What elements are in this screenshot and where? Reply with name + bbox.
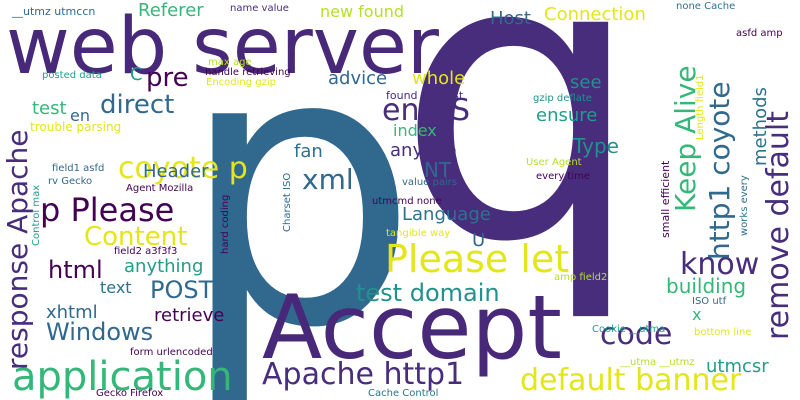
word-xhtml: xhtml [46,302,98,323]
word-windows: Windows [46,318,154,346]
word-cache-control: Cache Control [368,388,439,399]
word-accept: Accept [262,276,562,379]
word-control-max: Control max [31,184,42,246]
word-utma-utmz: __utma __utmz [620,357,695,368]
word-fan: fan [294,141,323,162]
word-name-value: name value [230,3,289,14]
word-index: index [393,121,437,140]
word-pre: pre [146,63,189,93]
word-bottom-line: bottom line [694,327,752,338]
word-post: POST [150,276,214,304]
word-http1-coyote: http1 coyote [703,81,736,260]
word-utmcmd-none: utmcmd none [372,196,442,207]
word-web-server: web server [6,2,439,92]
word-max-age: max age [208,57,252,68]
word-trouble-parsing: trouble parsing [30,120,122,134]
word-iso-utf: ISO utf [692,296,727,307]
word-amp-field2: amp field2 [554,272,608,283]
word-p: p [178,0,420,400]
word-agent-mozilla: Agent Mozilla [126,183,194,194]
word-apache-http1: Apache http1 [262,357,465,392]
word-direct: direct [100,90,175,120]
word-en: en [70,106,90,125]
word-field1-asfd: field1 asfd [52,163,105,174]
word-please-let: Please let [385,237,570,281]
word-test-domain: test domain [356,279,500,307]
word-none-cache: none Cache [676,1,736,12]
word-response-apache: response Apache [1,129,34,370]
word-advice: advice [328,68,388,89]
word-every-time: every time [536,171,591,182]
word-works-every: works every [739,175,750,236]
word-value-pairs: value pairs [402,177,458,188]
word-small-efficient: small efficient [659,160,672,238]
word-application: application [12,354,233,400]
word-user-agent: User Agent [526,157,582,168]
word-content: Content [84,222,188,252]
word-found-interest: found interest [386,89,464,102]
word-encoding-gzip: Encoding gzip [206,77,276,88]
word-tangible-way: tangible way [386,228,451,239]
word-xml: xml [302,163,354,196]
word-posted-data: posted data [42,70,102,81]
word-anyone: anyone [390,140,457,161]
word-ensure: ensure [536,105,598,126]
word-q: q [396,0,644,327]
word-html: html [48,256,103,284]
word-see: see [570,72,602,93]
word-anything: anything [124,256,204,277]
word-know: know [680,247,760,282]
word-form-urlencoded: form urlencoded [130,347,213,358]
word-text: text [100,278,132,297]
word-x: x [692,305,702,324]
word-whole: whole [412,68,466,89]
word-language: Language [402,204,491,225]
word-charset-iso: Charset ISO [282,172,293,232]
word-en-us: en US [382,93,471,128]
word-u: U [472,230,486,251]
word-building: building [666,274,747,298]
word-retrieve: retrieve [154,305,225,326]
word-handle-retrieving: handle retrieving [205,67,291,78]
word-header: Header [143,161,209,182]
word-nt: NT [424,158,452,182]
word-new-found: new found [320,2,405,21]
word-length-field1: Length field1 [695,74,706,140]
word-test: test [32,98,67,119]
word-connection: Connection [544,4,646,25]
word-c: C [130,64,143,85]
word-field2-a3f3f3: field2 a3f3f3 [114,246,178,257]
word-gecko-firefox: Gecko Firefox [96,388,164,399]
word-referer: Referer [138,0,204,21]
word-type: Type [573,134,619,158]
word-hard-coding: hard coding [220,194,231,254]
word-default-banner: default banner [520,363,742,398]
word-rv-gecko: rv Gecko [48,176,93,187]
word-utmcsr: utmcsr [706,356,769,377]
word-methods: methods [750,87,771,166]
word-gzip-deflate: gzip deflate [533,93,592,104]
word-asfd-amp: asfd amp [736,28,783,39]
word-utmz-utmccn: __utmz utmccn [12,5,96,18]
word-code: code [600,317,673,352]
word-coyote-p: coyote p [118,151,248,186]
word-p-please: p Please [40,191,175,229]
word-host: Host [490,8,531,29]
word-cookie-utma: Cookie __utma [592,324,666,335]
